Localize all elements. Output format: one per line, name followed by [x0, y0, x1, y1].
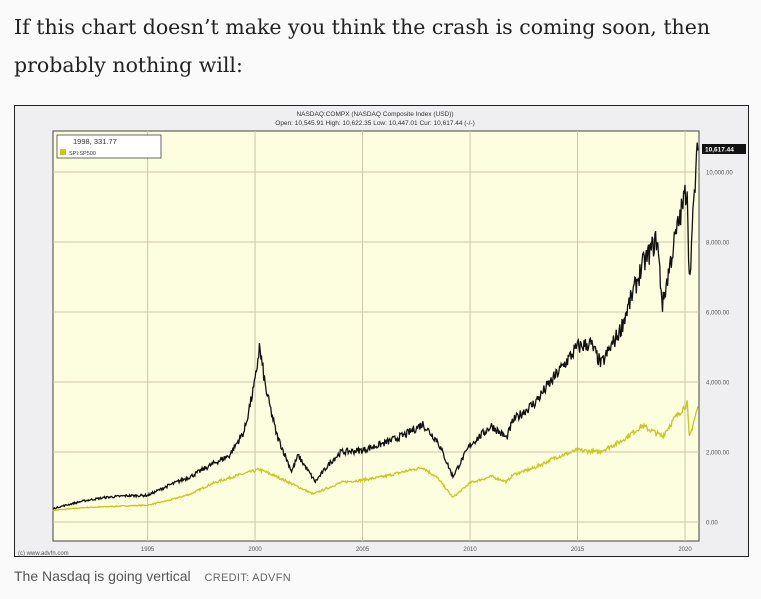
x-tick-label: 2005: [356, 547, 370, 553]
y-tick-label: 4,000.00: [706, 381, 730, 387]
caption-credit: CREDIT: ADVFN: [204, 572, 291, 584]
x-tick-label: 2020: [678, 547, 692, 553]
y-tick-label: 10,000.00: [706, 171, 733, 177]
legend-entry: SPI:SP500: [69, 151, 96, 157]
figure-caption: The Nasdaq is going vertical CREDIT: ADV…: [14, 568, 291, 584]
x-tick-label: 1995: [141, 547, 155, 553]
current-value-box: [702, 144, 746, 154]
nasdaq-chart: NASDAQ:COMPX (NASDAQ Composite Index (US…: [18, 111, 746, 557]
chart-figure: NASDAQ:COMPX (NASDAQ Composite Index (US…: [14, 105, 749, 557]
x-tick-label: 2010: [463, 547, 477, 553]
sp500-line: [52, 400, 699, 512]
chart-title: NASDAQ:COMPX (NASDAQ Composite Index (US…: [296, 111, 453, 118]
legend-swatch: [60, 149, 66, 155]
y-tick-label: 6,000.00: [706, 311, 730, 317]
x-tick-label: 2015: [571, 547, 585, 553]
legend-box: [56, 134, 162, 159]
chart-subtitle: Open: 10,545.91 High: 10,622.35 Low: 10,…: [275, 120, 474, 127]
current-value-label: 10,617.44: [705, 147, 734, 154]
nasdaq-line: [52, 142, 699, 510]
article-headline: If this chart doesn’t make you think the…: [14, 15, 711, 77]
plot-area: [52, 130, 700, 542]
y-tick-label: 0.00: [706, 521, 718, 527]
watermark: (c) www.advfn.com: [18, 551, 69, 557]
y-tick-label: 8,000.00: [706, 241, 730, 247]
x-tick-label: 2000: [248, 547, 262, 553]
legend-readout: 1998, 331.77: [73, 137, 117, 146]
caption-text: The Nasdaq is going vertical: [14, 568, 191, 584]
y-tick-label: 2,000.00: [706, 451, 730, 457]
